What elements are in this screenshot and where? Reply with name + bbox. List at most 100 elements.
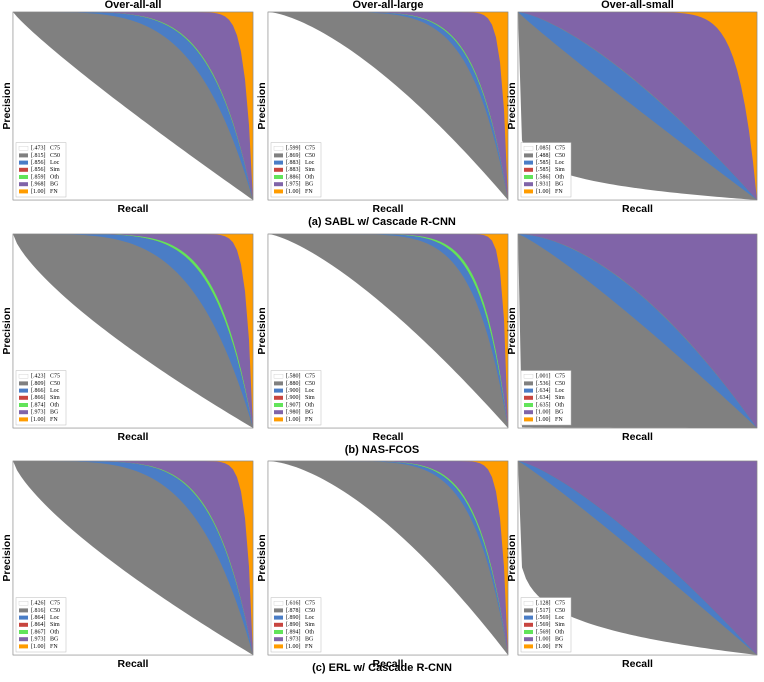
legend-name: Sim: [50, 395, 60, 401]
legend-name: Sim: [555, 167, 565, 173]
legend-swatch: [524, 153, 533, 158]
legend-name: FN: [555, 644, 563, 650]
legend-value: [.878]: [286, 608, 301, 614]
caption: (a) SABL w/ Cascade R-CNN: [308, 216, 456, 228]
legend-name: FN: [50, 189, 58, 195]
legend-name: C75: [50, 374, 60, 380]
legend-value: [.864]: [31, 622, 46, 628]
legend-value: [.880]: [286, 381, 301, 387]
legend-swatch: [524, 417, 533, 422]
legend-swatch: [19, 182, 28, 187]
legend-swatch: [19, 417, 28, 422]
legend-value: [.867]: [31, 629, 46, 635]
legend-name: Oth: [555, 174, 564, 180]
legend-name: Oth: [305, 402, 314, 408]
legend-name: BG: [555, 637, 564, 643]
legend-name: Sim: [50, 167, 60, 173]
legend-value: [.859]: [31, 174, 46, 180]
y-axis-label: Precision: [256, 534, 268, 581]
legend-value: [.634]: [536, 395, 551, 401]
legend-value: [1.00]: [536, 637, 551, 643]
legend-swatch: [274, 615, 283, 620]
legend-name: C50: [305, 153, 315, 159]
y-axis-label: Precision: [256, 82, 268, 129]
legend-name: C75: [50, 601, 60, 607]
legend-value: [.816]: [31, 608, 46, 614]
y-axis-label: Precision: [1, 534, 13, 581]
legend-value: [.616]: [286, 601, 301, 607]
legend-swatch: [19, 388, 28, 393]
legend-name: FN: [305, 189, 313, 195]
legend-value: [.599]: [286, 146, 301, 152]
legend-name: Sim: [305, 622, 315, 628]
legend-name: C75: [50, 146, 60, 152]
legend-name: FN: [305, 644, 313, 650]
legend-value: [.536]: [536, 381, 551, 387]
legend-name: Sim: [50, 622, 60, 628]
legend-value: [.423]: [31, 374, 46, 380]
legend-value: [.085]: [536, 146, 551, 152]
legend-name: BG: [50, 637, 59, 643]
pr-area: [13, 234, 253, 428]
legend-name: Loc: [555, 388, 565, 394]
legend-name: Loc: [555, 615, 565, 621]
legend-value: [.968]: [31, 182, 46, 188]
x-axis-label: Recall: [118, 203, 149, 215]
legend-swatch: [523, 601, 534, 606]
legend-name: BG: [305, 637, 314, 643]
legend-value: [1.00]: [286, 417, 301, 423]
legend-value: [.585]: [536, 167, 551, 173]
panel-title: Over-all-small: [601, 0, 674, 11]
legend-name: Oth: [555, 402, 564, 408]
legend-value: [1.00]: [31, 644, 46, 650]
x-axis-label: Recall: [622, 431, 653, 443]
legend-swatch: [273, 145, 284, 151]
legend-value: [.866]: [31, 395, 46, 401]
legend-value: [.866]: [31, 388, 46, 394]
legend-name: C75: [305, 374, 315, 380]
legend-swatch: [524, 630, 533, 634]
legend-value: [.569]: [536, 629, 551, 635]
x-axis-label: Recall: [622, 658, 653, 670]
legend-swatch: [274, 630, 283, 634]
legend-value: [1.00]: [286, 189, 301, 195]
legend-swatch: [19, 644, 28, 649]
legend-swatch: [524, 410, 533, 415]
x-axis-label: Recall: [373, 431, 404, 443]
legend-swatch: [274, 153, 283, 158]
x-axis-label: Recall: [373, 658, 404, 670]
plot-frame: [517, 460, 758, 656]
legend-value: [.635]: [536, 402, 551, 408]
legend-name: Sim: [305, 395, 315, 401]
legend-swatch: [274, 160, 283, 165]
plot-frame: [267, 11, 509, 201]
legend-swatch: [274, 637, 283, 642]
legend-value: [.980]: [286, 410, 301, 416]
legend-swatch: [19, 637, 28, 642]
x-axis-label: Recall: [118, 658, 149, 670]
legend-swatch: [274, 410, 283, 415]
legend-swatch: [274, 608, 283, 613]
plot-frame: [12, 460, 254, 656]
legend-value: [.869]: [286, 153, 301, 159]
legend-swatch: [19, 630, 28, 634]
legend-swatch: [19, 160, 28, 165]
legend-swatch: [524, 608, 533, 613]
legend-name: Oth: [305, 629, 314, 635]
legend-name: C50: [50, 381, 60, 387]
legend-value: [1.00]: [286, 644, 301, 650]
legend-swatch: [274, 622, 283, 627]
legend-swatch: [274, 395, 283, 400]
legend-name: FN: [555, 189, 563, 195]
legend-value: [1.00]: [536, 644, 551, 650]
legend-value: [.973]: [286, 637, 301, 643]
legend-name: Loc: [305, 388, 315, 394]
legend-value: [.426]: [31, 601, 46, 607]
legend-value: [.809]: [31, 381, 46, 387]
legend-swatch: [524, 175, 533, 179]
legend-name: Oth: [50, 402, 59, 408]
pr-area: [13, 461, 253, 655]
legend-value: [.973]: [31, 637, 46, 643]
legend-swatch: [524, 403, 533, 407]
legend-swatch: [524, 395, 533, 400]
